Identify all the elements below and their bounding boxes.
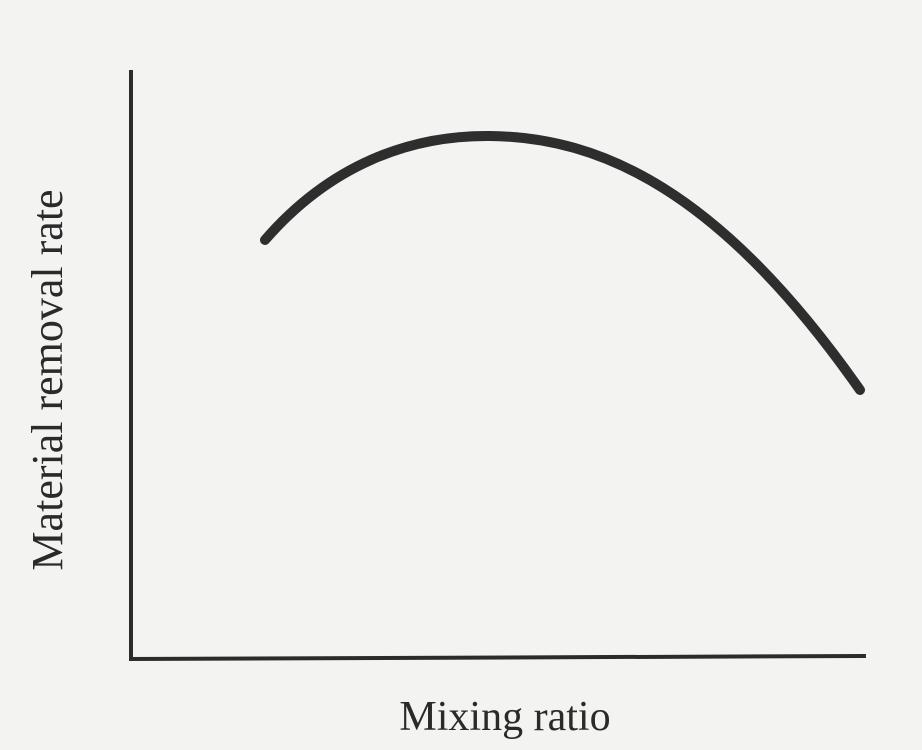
y-axis-label: Material removal rate bbox=[23, 189, 72, 570]
x-axis-label: Mixing ratio bbox=[399, 694, 610, 740]
x-axis bbox=[128, 654, 867, 661]
curve bbox=[260, 130, 865, 395]
